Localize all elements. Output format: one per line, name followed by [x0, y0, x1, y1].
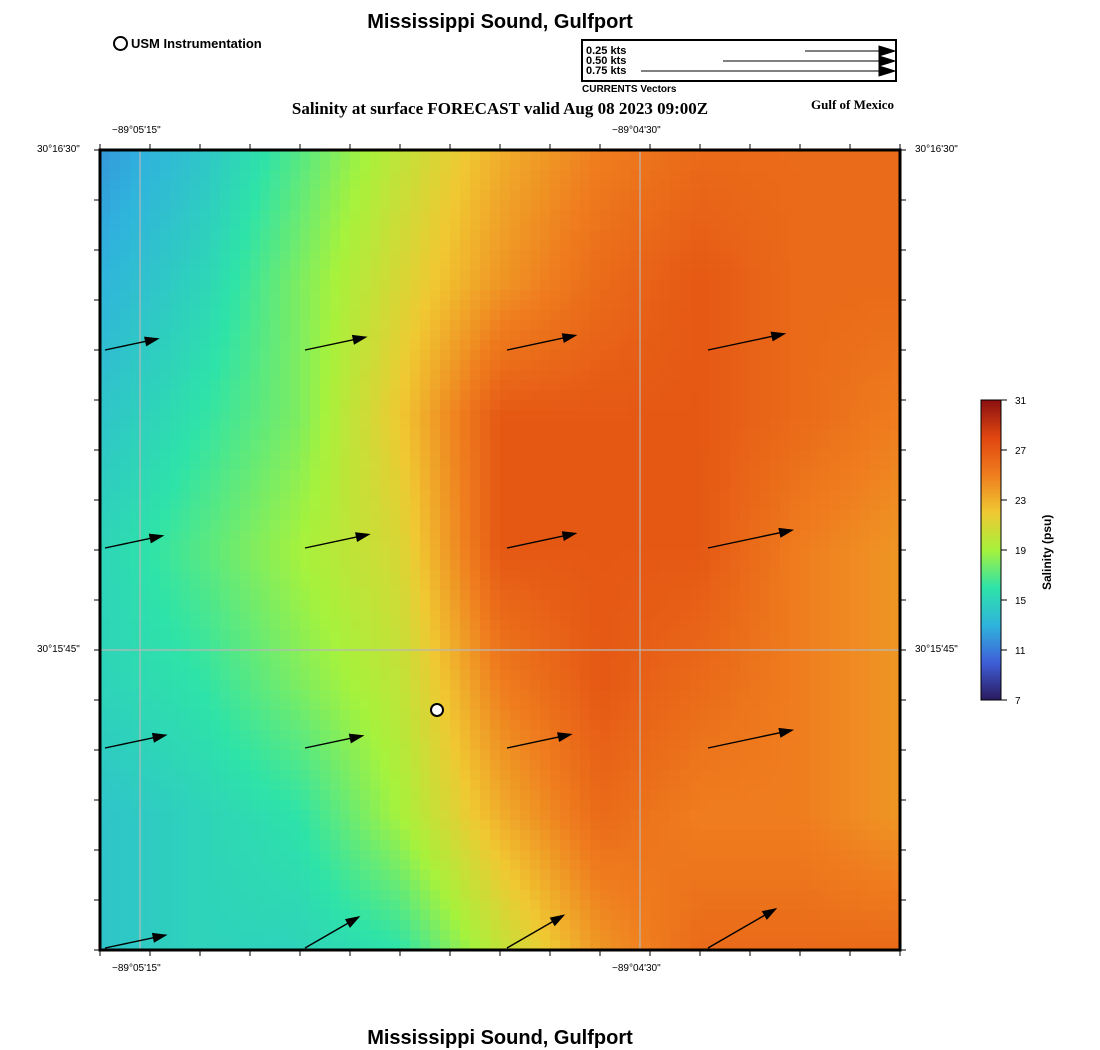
current-vector-arrow	[707, 331, 787, 351]
salinity-map	[94, 144, 906, 956]
map-subtitle: Salinity at surface FORECAST valid Aug 0…	[291, 99, 709, 118]
vector-legend-caption: CURRENTS Vectors	[582, 84, 677, 95]
map-footer-title: Mississippi Sound, Gulfport	[367, 1027, 633, 1049]
region-label: Gulf of Mexico	[811, 97, 895, 112]
current-vector-arrow	[104, 336, 160, 351]
open-circle-icon	[113, 36, 128, 51]
vector-legend-row: 0.25 kts	[586, 45, 627, 57]
current-vector-arrow	[506, 531, 578, 549]
current-vector-arrow	[707, 527, 795, 549]
current-vector-arrow	[104, 732, 168, 749]
current-vector-arrow	[304, 916, 361, 949]
current-vector-arrow	[506, 333, 578, 351]
usm-station-marker[interactable]	[430, 703, 444, 717]
lon-tick-label-bottom: −89°04'30"	[612, 963, 661, 974]
lon-tick-label-top: −89°05'15"	[112, 125, 161, 136]
salinity-field	[100, 150, 901, 951]
vector-legend-arrows	[641, 45, 895, 77]
lon-tick-label-bottom: −89°05'15"	[112, 963, 161, 974]
colorbar-tick-label: 19	[1015, 546, 1027, 557]
current-vector-arrow	[506, 914, 566, 949]
map-title: Mississippi Sound, Gulfport	[367, 11, 633, 33]
current-vector-arrow	[104, 932, 168, 949]
current-vector-arrow	[304, 532, 371, 549]
lon-tick-label-top: −89°04'30"	[612, 125, 661, 136]
lat-tick-label-right: 30°16'30"	[915, 144, 958, 155]
colorbar-tick-label: 27	[1015, 446, 1027, 457]
current-vector-arrow	[304, 334, 368, 351]
current-vector-arrow	[506, 732, 573, 749]
colorbar-tick-label: 23	[1015, 496, 1027, 507]
colorbar-title: Salinity (psu)	[1040, 514, 1054, 590]
lat-tick-label-right: 30°15'45"	[915, 644, 958, 655]
map-frame-ticks	[94, 144, 906, 956]
colorbar-tick-label: 31	[1015, 396, 1027, 407]
lat-tick-label-left: 30°16'30"	[37, 144, 80, 155]
current-vector-arrow	[304, 733, 365, 749]
salinity-colorbar: 31 27 23 19 15 11 7	[980, 396, 1027, 707]
colorbar-tick-label: 11	[1015, 646, 1026, 657]
vector-legend-box: 0.25 kts 0.50 kts 0.75 kts	[581, 39, 897, 82]
colorbar-tick-label: 15	[1015, 596, 1027, 607]
current-vectors	[104, 331, 795, 949]
station-legend-label: USM Instrumentation	[131, 36, 262, 51]
vector-legend-row: 0.50 kts	[586, 55, 627, 67]
current-vector-arrow	[707, 908, 778, 949]
lat-tick-label-left: 30°15'45"	[37, 644, 80, 655]
current-vector-arrow	[707, 727, 795, 749]
current-vector-arrow	[104, 533, 165, 549]
vector-legend-row: 0.75 kts	[586, 65, 627, 77]
map-gridlines	[100, 150, 900, 950]
colorbar-tick-label: 7	[1015, 696, 1021, 707]
station-legend: USM Instrumentation	[113, 36, 262, 51]
